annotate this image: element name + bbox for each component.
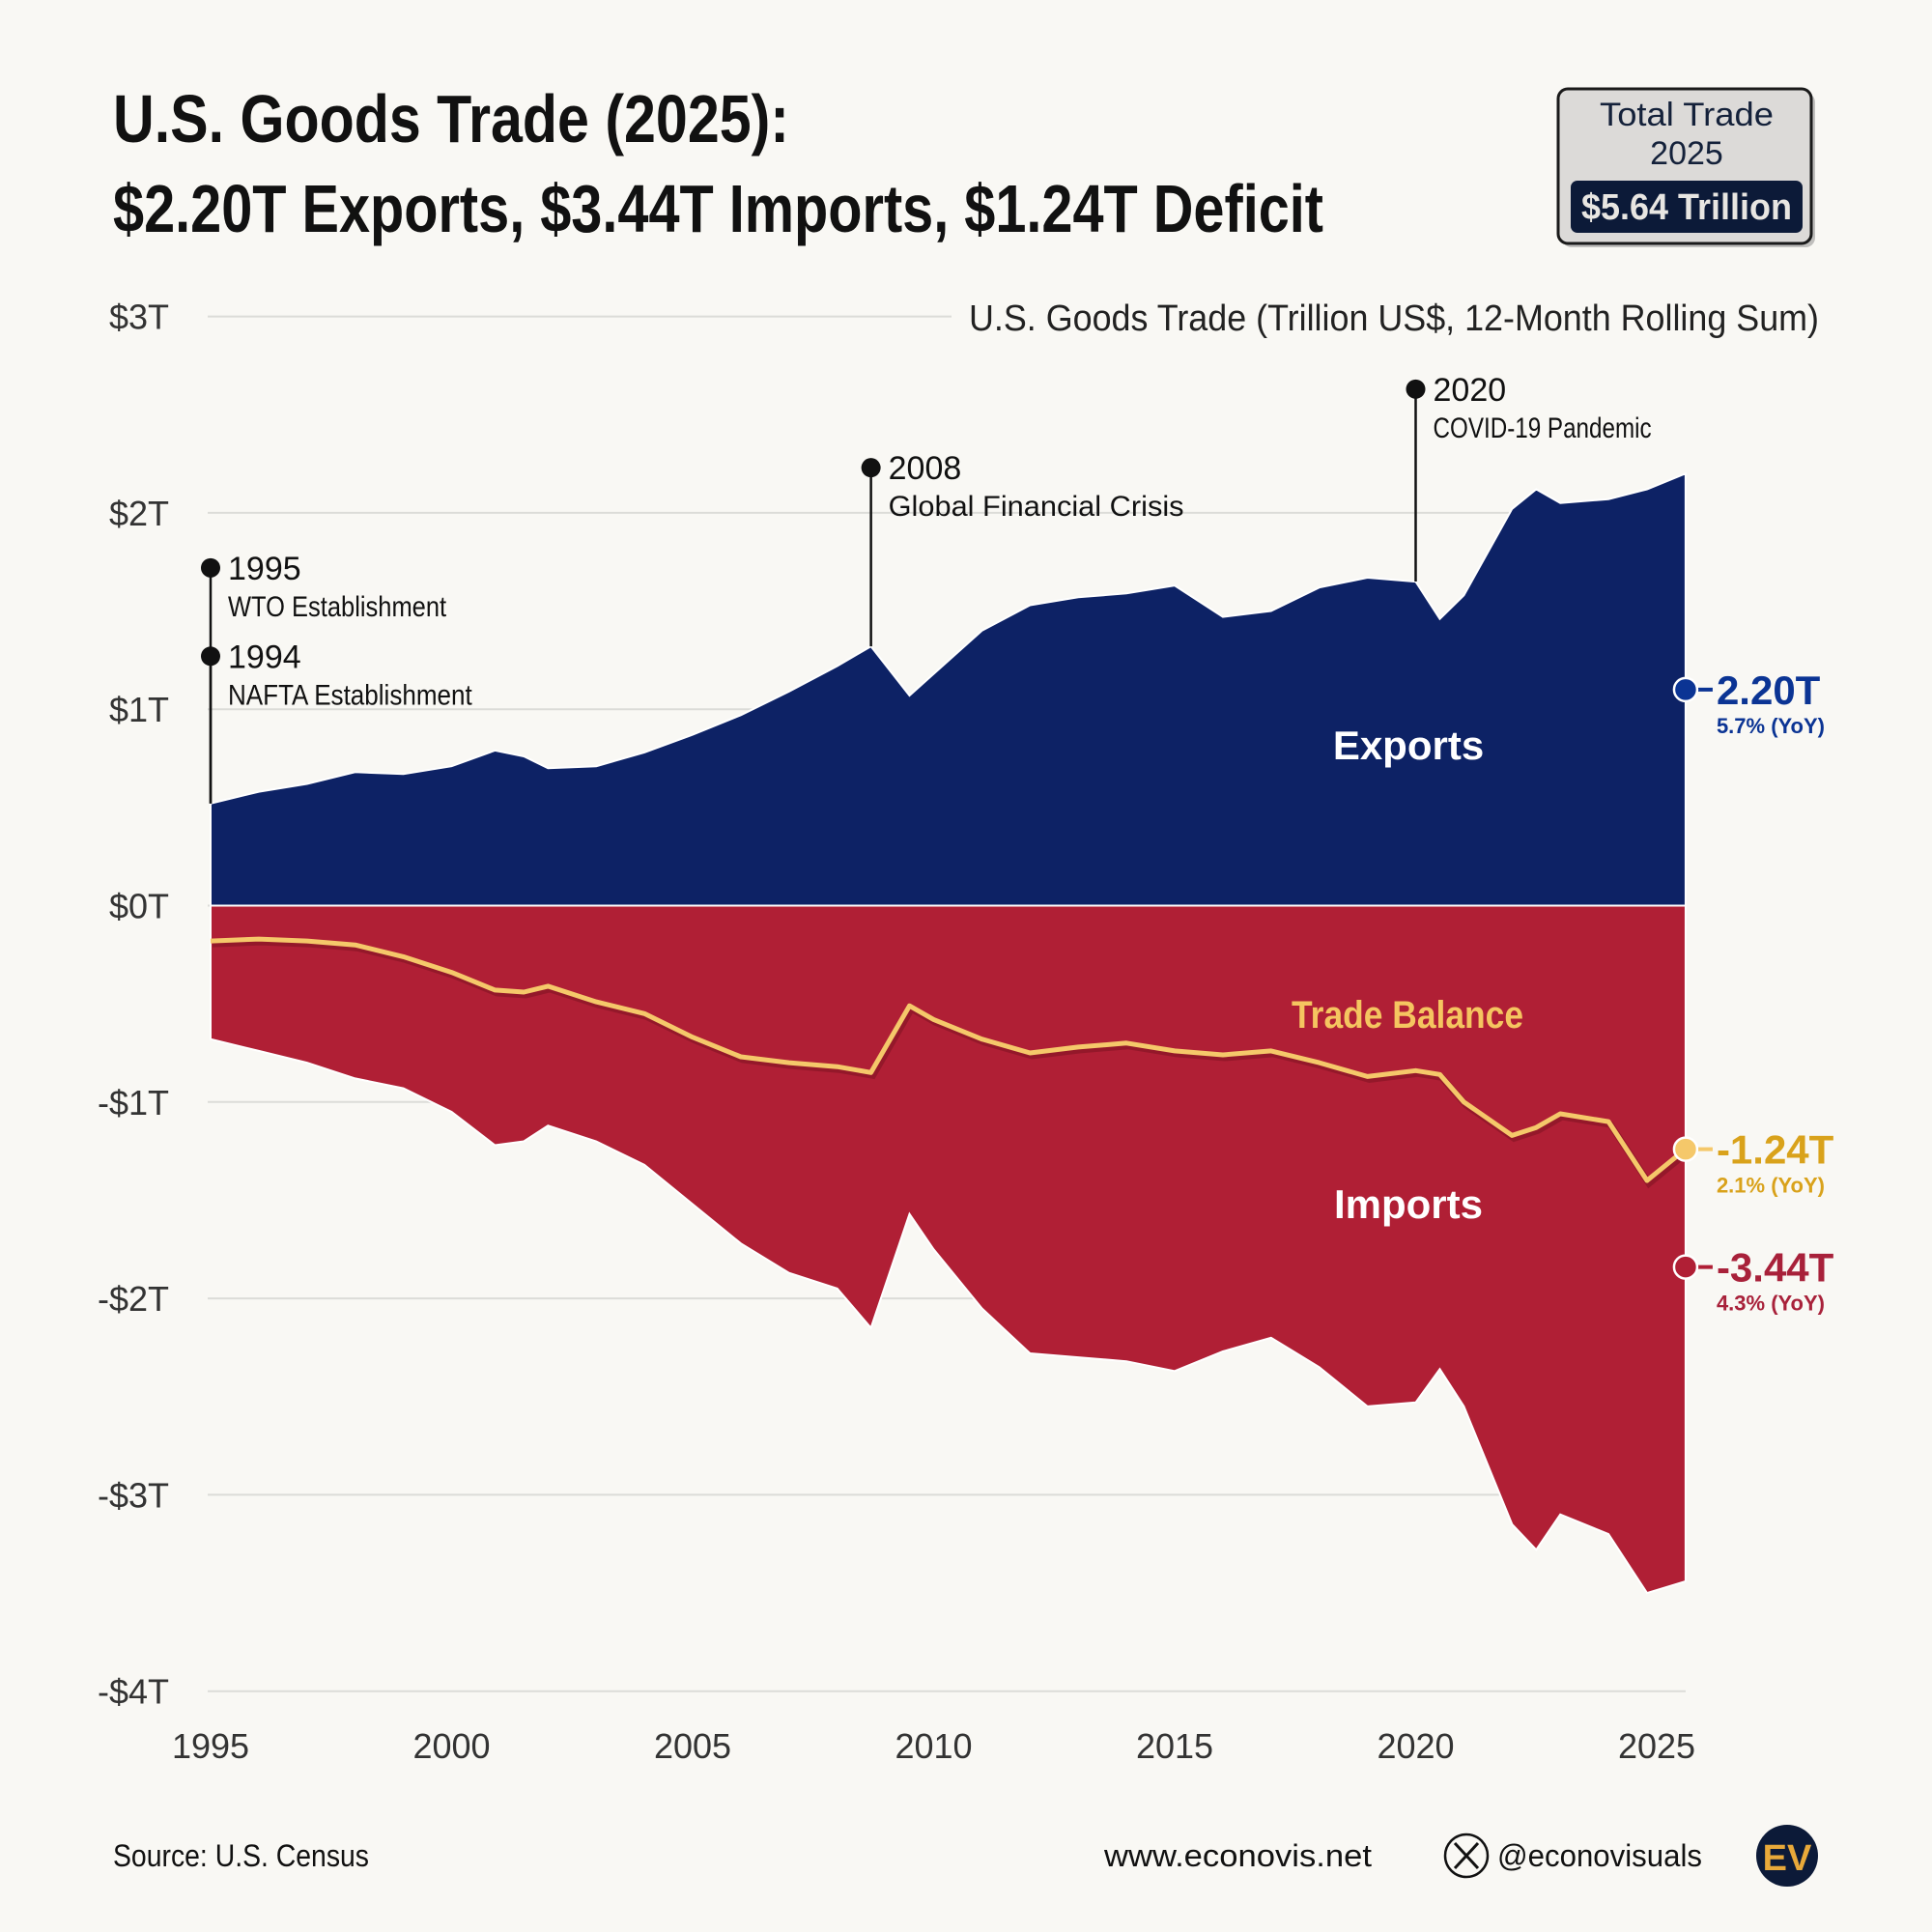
x-tick-label: 2000 — [412, 1726, 490, 1766]
website-link[interactable]: www.econovis.net — [1103, 1838, 1372, 1873]
title-line-1: U.S. Goods Trade (2025): — [113, 81, 789, 156]
x-tick-label: 2015 — [1136, 1726, 1213, 1766]
y-tick-label: $3T — [109, 298, 169, 337]
total-trade-label: Total Trade — [1600, 97, 1774, 133]
social-handle[interactable]: @econovisuals — [1497, 1838, 1702, 1873]
exports-area — [210, 471, 1687, 907]
imports-area — [210, 904, 1687, 1595]
annotation-text: Global Financial Crisis — [889, 491, 1184, 523]
chart-subtitle: U.S. Goods Trade (Trillion US$, 12-Month… — [969, 298, 1819, 339]
y-tick-label: -$1T — [98, 1083, 169, 1122]
imports-label: Imports — [1334, 1181, 1483, 1227]
total-trade-year: 2025 — [1650, 135, 1723, 172]
end-value: -1.24T — [1717, 1127, 1834, 1173]
y-tick-label: -$2T — [98, 1279, 169, 1319]
yoy-change: 4.3% (YoY) — [1717, 1292, 1825, 1316]
total-trade-value: $5.64 Trillion — [1581, 187, 1792, 228]
annotation-year: 2020 — [1434, 372, 1507, 409]
plot-areas — [210, 471, 1690, 1595]
y-tick-label: $2T — [109, 494, 169, 533]
end-value: 2.20T — [1717, 668, 1821, 713]
y-tick-label: -$4T — [98, 1672, 169, 1712]
y-axis: $3T $2T $1T $0T -$1T -$2T -$3T -$4T — [98, 298, 169, 1712]
trade-balance-line — [210, 936, 1688, 1183]
annotation-year: 1994 — [228, 639, 301, 675]
annotation-2008: 2008 Global Financial Crisis — [861, 450, 1184, 647]
annotation-text: NAFTA Establishment — [228, 679, 472, 711]
total-trade-box: Total Trade 2025 $5.64 Trillion — [1556, 87, 1815, 247]
annotation-1994: 1994 NAFTA Establishment — [201, 639, 472, 804]
annotations: 1995 WTO Establishment 1994 NAFTA Establish… — [201, 372, 1652, 804]
x-axis: 1995 2000 2005 2010 2015 2020 2025 — [172, 1726, 1695, 1766]
source-text: Source: U.S. Census — [113, 1838, 369, 1873]
annotation-year: 1995 — [228, 551, 301, 587]
x-logo-icon — [1443, 1833, 1490, 1879]
yoy-change: 5.7% (YoY) — [1717, 714, 1825, 738]
x-tick-label: 2010 — [895, 1726, 972, 1766]
yoy-change: 2.1% (YoY) — [1717, 1174, 1825, 1198]
annotation-text: WTO Establishment — [228, 591, 447, 623]
x-tick-label: 2025 — [1618, 1726, 1695, 1766]
ev-logo-icon: EV — [1756, 1825, 1818, 1887]
y-tick-label: -$3T — [98, 1475, 169, 1515]
x-tick-label: 1995 — [172, 1726, 249, 1766]
exports-label: Exports — [1333, 723, 1484, 768]
annotation-year: 2008 — [889, 450, 962, 487]
end-value: -3.44T — [1717, 1245, 1834, 1291]
x-tick-label: 2020 — [1377, 1726, 1454, 1766]
x-tick-label: 2005 — [654, 1726, 731, 1766]
y-tick-label: $1T — [109, 690, 169, 729]
annotation-text: COVID-19 Pandemic — [1434, 412, 1652, 444]
title-line-2: $2.20T Exports, $3.44T Imports, $1.24T D… — [113, 171, 1323, 246]
total-trade-value-pill — [1571, 181, 1803, 233]
y-tick-label: $0T — [109, 887, 169, 926]
svg-text:EV: EV — [1763, 1838, 1812, 1879]
trade-balance-label: Trade Balance — [1292, 994, 1523, 1037]
footer: Source: U.S. Census www.econovis.net @ec… — [113, 1825, 1818, 1887]
